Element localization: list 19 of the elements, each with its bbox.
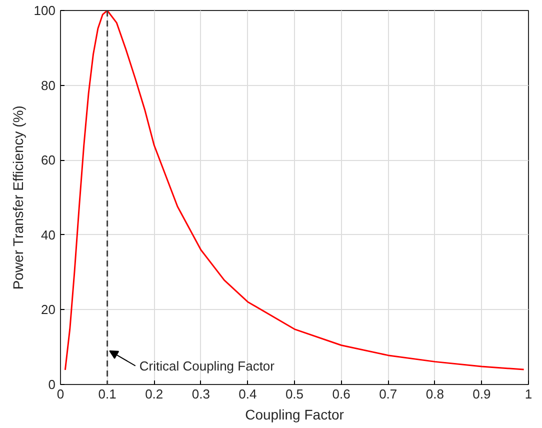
y-tick-label: 80 [41,78,56,93]
y-tick-label: 0 [48,377,56,392]
y-tick-label: 20 [41,302,56,318]
y-tick-label: 100 [34,3,56,18]
x-tick-label: 0.7 [379,386,398,402]
x-tick-label: 0.6 [332,386,350,402]
x-tick-label: 0.4 [238,386,257,402]
x-axis-title: Coupling Factor [245,406,344,422]
x-tick-label: 0.2 [145,386,164,402]
x-tick-label: 1 [524,386,532,402]
y-axis-title: Power Transfer Efficiency (%) [10,106,26,290]
x-tick-label: 0.1 [98,386,116,402]
x-tick-label: 0.9 [472,386,491,402]
y-tick-label: 60 [41,152,56,168]
x-tick-label: 0.8 [426,386,444,402]
y-tick-label: 40 [41,227,56,242]
annotation: Critical Coupling Factor [139,358,276,374]
x-tick-label: 0.3 [192,386,210,402]
x-tick-label: 0.5 [285,386,304,402]
